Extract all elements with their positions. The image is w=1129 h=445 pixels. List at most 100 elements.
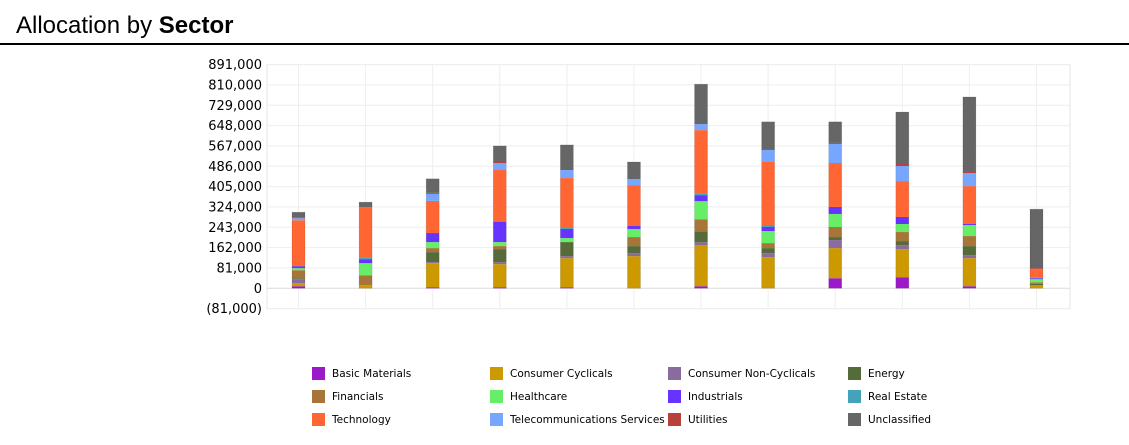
bar-segment-basic-materials[interactable]: [493, 287, 507, 289]
bar-segment-real-estate[interactable]: [493, 220, 507, 222]
bar-segment-consumer-non-cyclicals[interactable]: [627, 253, 641, 257]
bar-segment-utilities[interactable]: [962, 171, 976, 174]
bar-segment-unclassified[interactable]: [493, 145, 507, 162]
bar-segment-technology[interactable]: [627, 185, 641, 227]
bar-segment-consumer-cyclicals[interactable]: [761, 257, 775, 289]
bar-segment-technology[interactable]: [694, 130, 708, 194]
bar-segment-unclassified[interactable]: [627, 161, 641, 180]
bar-segment-telecommunications-services[interactable]: [761, 149, 775, 162]
bar-segment-consumer-cyclicals[interactable]: [895, 249, 909, 278]
bar-segment-industrials[interactable]: [292, 266, 305, 269]
bar-segment-industrials[interactable]: [962, 224, 976, 226]
bar-segment-utilities[interactable]: [493, 161, 507, 164]
bar-segment-healthcare[interactable]: [962, 225, 976, 237]
bar-segment-healthcare[interactable]: [1030, 279, 1043, 283]
bar-segment-consumer-cyclicals[interactable]: [962, 258, 976, 287]
bar-segment-consumer-cyclicals[interactable]: [426, 263, 440, 288]
bar-segment-healthcare[interactable]: [292, 268, 305, 271]
bar-segment-financials[interactable]: [962, 236, 976, 247]
bar-segment-healthcare[interactable]: [426, 242, 440, 249]
legend-item-basic-materials[interactable]: Basic Materials: [312, 367, 411, 380]
bar-segment-technology[interactable]: [560, 178, 574, 229]
bar-segment-real-estate[interactable]: [359, 257, 373, 260]
bar-segment-healthcare[interactable]: [895, 224, 909, 233]
bar-segment-consumer-cyclicals[interactable]: [828, 248, 842, 279]
bar-segment-consumer-non-cyclicals[interactable]: [560, 256, 574, 259]
bar-segment-consumer-non-cyclicals[interactable]: [694, 242, 708, 246]
legend-item-energy[interactable]: Energy: [848, 367, 905, 380]
bar-segment-consumer-cyclicals[interactable]: [1030, 285, 1043, 289]
bar-segment-industrials[interactable]: [895, 216, 909, 225]
bar-segment-telecommunications-services[interactable]: [895, 166, 909, 182]
bar-segment-energy[interactable]: [962, 246, 976, 256]
bar-segment-technology[interactable]: [962, 186, 976, 225]
bar-segment-industrials[interactable]: [493, 221, 507, 243]
bar-segment-consumer-cyclicals[interactable]: [627, 256, 641, 289]
bar-segment-basic-materials[interactable]: [828, 278, 842, 289]
bar-segment-industrials[interactable]: [426, 233, 440, 243]
bar-segment-telecommunications-services[interactable]: [828, 143, 842, 164]
bar-segment-utilities[interactable]: [895, 164, 909, 167]
bar-segment-technology[interactable]: [359, 207, 373, 258]
bar-segment-basic-materials[interactable]: [292, 286, 305, 289]
bar-segment-consumer-non-cyclicals[interactable]: [493, 262, 507, 265]
bar-segment-utilities[interactable]: [560, 169, 574, 171]
bar-segment-telecommunications-services[interactable]: [426, 193, 440, 201]
bar-segment-unclassified[interactable]: [292, 212, 305, 218]
bar-segment-industrials[interactable]: [1030, 278, 1043, 280]
legend-item-consumer-non-cyclicals[interactable]: Consumer Non-Cyclicals: [668, 367, 815, 380]
bar-segment-consumer-cyclicals[interactable]: [560, 258, 574, 288]
bar-segment-energy[interactable]: [895, 241, 909, 246]
bar-segment-telecommunications-services[interactable]: [962, 173, 976, 187]
legend-item-telecommunications-services[interactable]: Telecommunications Services: [490, 413, 665, 426]
bar-segment-technology[interactable]: [761, 161, 775, 226]
bar-segment-industrials[interactable]: [828, 206, 842, 214]
bar-segment-financials[interactable]: [627, 237, 641, 247]
legend-item-industrials[interactable]: Industrials: [668, 390, 743, 403]
bar-segment-energy[interactable]: [761, 248, 775, 254]
bar-segment-technology[interactable]: [1030, 269, 1043, 278]
bar-segment-consumer-non-cyclicals[interactable]: [426, 262, 440, 264]
bar-segment-financials[interactable]: [359, 275, 373, 286]
bar-segment-consumer-cyclicals[interactable]: [292, 283, 305, 287]
bar-segment-technology[interactable]: [895, 181, 909, 217]
bar-segment-energy[interactable]: [1030, 283, 1043, 286]
bar-segment-telecommunications-services[interactable]: [694, 124, 708, 131]
bar-segment-consumer-cyclicals[interactable]: [359, 285, 373, 289]
bar-segment-technology[interactable]: [828, 163, 842, 207]
bar-segment-energy[interactable]: [493, 249, 507, 263]
bar-segment-healthcare[interactable]: [493, 242, 507, 247]
bar-segment-basic-materials[interactable]: [426, 287, 440, 289]
bar-segment-financials[interactable]: [1030, 282, 1043, 284]
bar-segment-telecommunications-services[interactable]: [627, 179, 641, 186]
bar-segment-healthcare[interactable]: [694, 201, 708, 220]
legend-item-real-estate[interactable]: Real Estate: [848, 390, 927, 403]
bar-segment-unclassified[interactable]: [1030, 209, 1043, 269]
bar-segment-technology[interactable]: [493, 170, 507, 221]
bar-segment-technology[interactable]: [292, 220, 305, 267]
bar-segment-consumer-non-cyclicals[interactable]: [828, 240, 842, 249]
bar-segment-industrials[interactable]: [560, 229, 574, 239]
legend-item-utilities[interactable]: Utilities: [668, 413, 728, 426]
bar-segment-healthcare[interactable]: [761, 231, 775, 244]
bar-segment-financials[interactable]: [895, 232, 909, 242]
bar-segment-industrials[interactable]: [627, 226, 641, 230]
bar-segment-financials[interactable]: [426, 248, 440, 253]
bar-segment-financials[interactable]: [828, 227, 842, 238]
bar-segment-utilities[interactable]: [828, 142, 842, 144]
bar-segment-healthcare[interactable]: [560, 238, 574, 243]
bar-segment-healthcare[interactable]: [359, 263, 373, 276]
bar-segment-utilities[interactable]: [1030, 268, 1043, 270]
bar-segment-financials[interactable]: [761, 243, 775, 249]
bar-segment-basic-materials[interactable]: [694, 286, 708, 289]
bar-segment-real-estate[interactable]: [560, 228, 574, 230]
bar-segment-consumer-cyclicals[interactable]: [493, 264, 507, 288]
bar-segment-unclassified[interactable]: [828, 121, 842, 143]
bar-segment-financials[interactable]: [493, 246, 507, 250]
bar-segment-healthcare[interactable]: [828, 213, 842, 228]
bar-segment-industrials[interactable]: [694, 195, 708, 202]
bar-segment-utilities[interactable]: [426, 192, 440, 194]
bar-segment-consumer-non-cyclicals[interactable]: [761, 253, 775, 258]
bar-segment-telecommunications-services[interactable]: [560, 170, 574, 179]
bar-segment-technology[interactable]: [426, 200, 440, 234]
